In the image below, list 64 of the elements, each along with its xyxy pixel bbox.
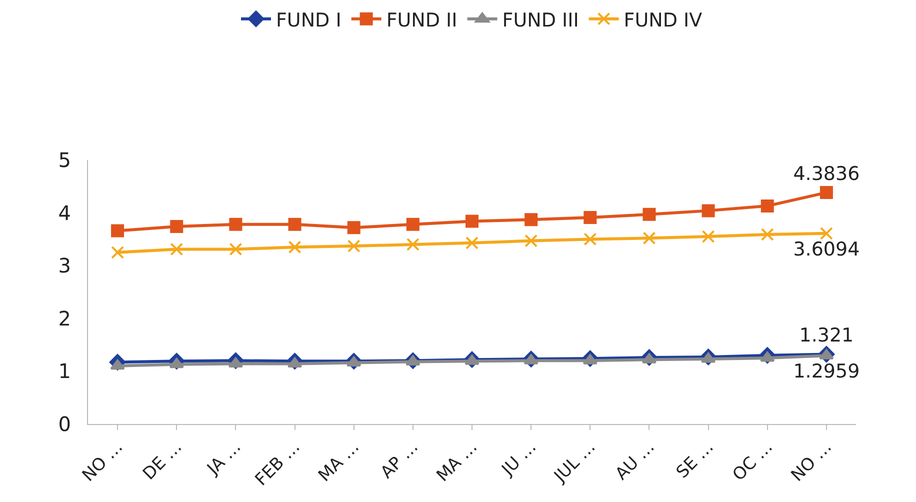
x-tick-label: SE … xyxy=(672,437,718,483)
legend-label: FUND I xyxy=(276,9,342,32)
x-tick-label: JUL … xyxy=(550,437,600,488)
point xyxy=(228,357,244,368)
point xyxy=(524,213,538,226)
legend-label: FUND III xyxy=(502,9,579,32)
point xyxy=(347,240,360,253)
x-tick-label: AP … xyxy=(377,437,422,483)
x-tick-label: DE … xyxy=(139,437,186,484)
x-tick-label: AU … xyxy=(612,437,659,484)
point xyxy=(466,214,478,228)
point xyxy=(169,358,184,368)
point xyxy=(642,208,656,221)
point xyxy=(111,224,124,238)
point xyxy=(820,186,833,200)
point xyxy=(406,238,420,251)
point xyxy=(760,199,774,212)
point xyxy=(524,354,538,364)
x-tick-label: MA … xyxy=(432,437,482,486)
point xyxy=(464,354,480,365)
legend-label: FUND II xyxy=(386,9,458,32)
point xyxy=(760,228,774,241)
point xyxy=(466,236,478,250)
point xyxy=(820,226,833,240)
point xyxy=(760,352,775,362)
x-tick-label: JA … xyxy=(202,437,246,480)
point xyxy=(170,220,184,234)
point xyxy=(819,349,834,360)
point xyxy=(288,218,302,231)
point xyxy=(642,232,656,245)
y-tick-label: 2 xyxy=(58,306,71,330)
point xyxy=(406,218,420,231)
point xyxy=(347,221,360,234)
point xyxy=(702,230,715,244)
y-tick-label: 0 xyxy=(58,412,71,436)
point xyxy=(111,246,124,259)
point xyxy=(170,242,184,256)
point xyxy=(584,232,597,246)
point xyxy=(702,204,715,218)
point xyxy=(406,355,420,366)
y-tick-label: 5 xyxy=(58,148,71,172)
x-tick-label: NO … xyxy=(788,437,836,486)
data-label: 3.6094 xyxy=(793,238,860,261)
data-label: 1.2959 xyxy=(793,360,860,383)
point xyxy=(584,211,597,224)
point xyxy=(110,359,125,370)
point xyxy=(287,357,302,368)
x-tick-label: FEB … xyxy=(252,437,304,490)
y-tick-label: 1 xyxy=(58,359,71,384)
point xyxy=(524,234,538,248)
x-tick-label: MA … xyxy=(314,437,364,486)
legend-label: FUND IV xyxy=(624,9,702,32)
point xyxy=(582,354,598,364)
point xyxy=(346,356,362,366)
x-tick-label: NO … xyxy=(78,437,128,486)
point xyxy=(229,242,242,256)
point xyxy=(288,240,302,254)
y-tick-label: 4 xyxy=(58,200,71,225)
point xyxy=(229,218,242,231)
x-tick-label: OC … xyxy=(729,437,777,486)
data-label: 1.321 xyxy=(799,324,854,347)
x-tick-label: JU … xyxy=(498,437,541,480)
data-label: 4.3836 xyxy=(793,162,860,185)
y-tick-label: 3 xyxy=(58,254,71,278)
